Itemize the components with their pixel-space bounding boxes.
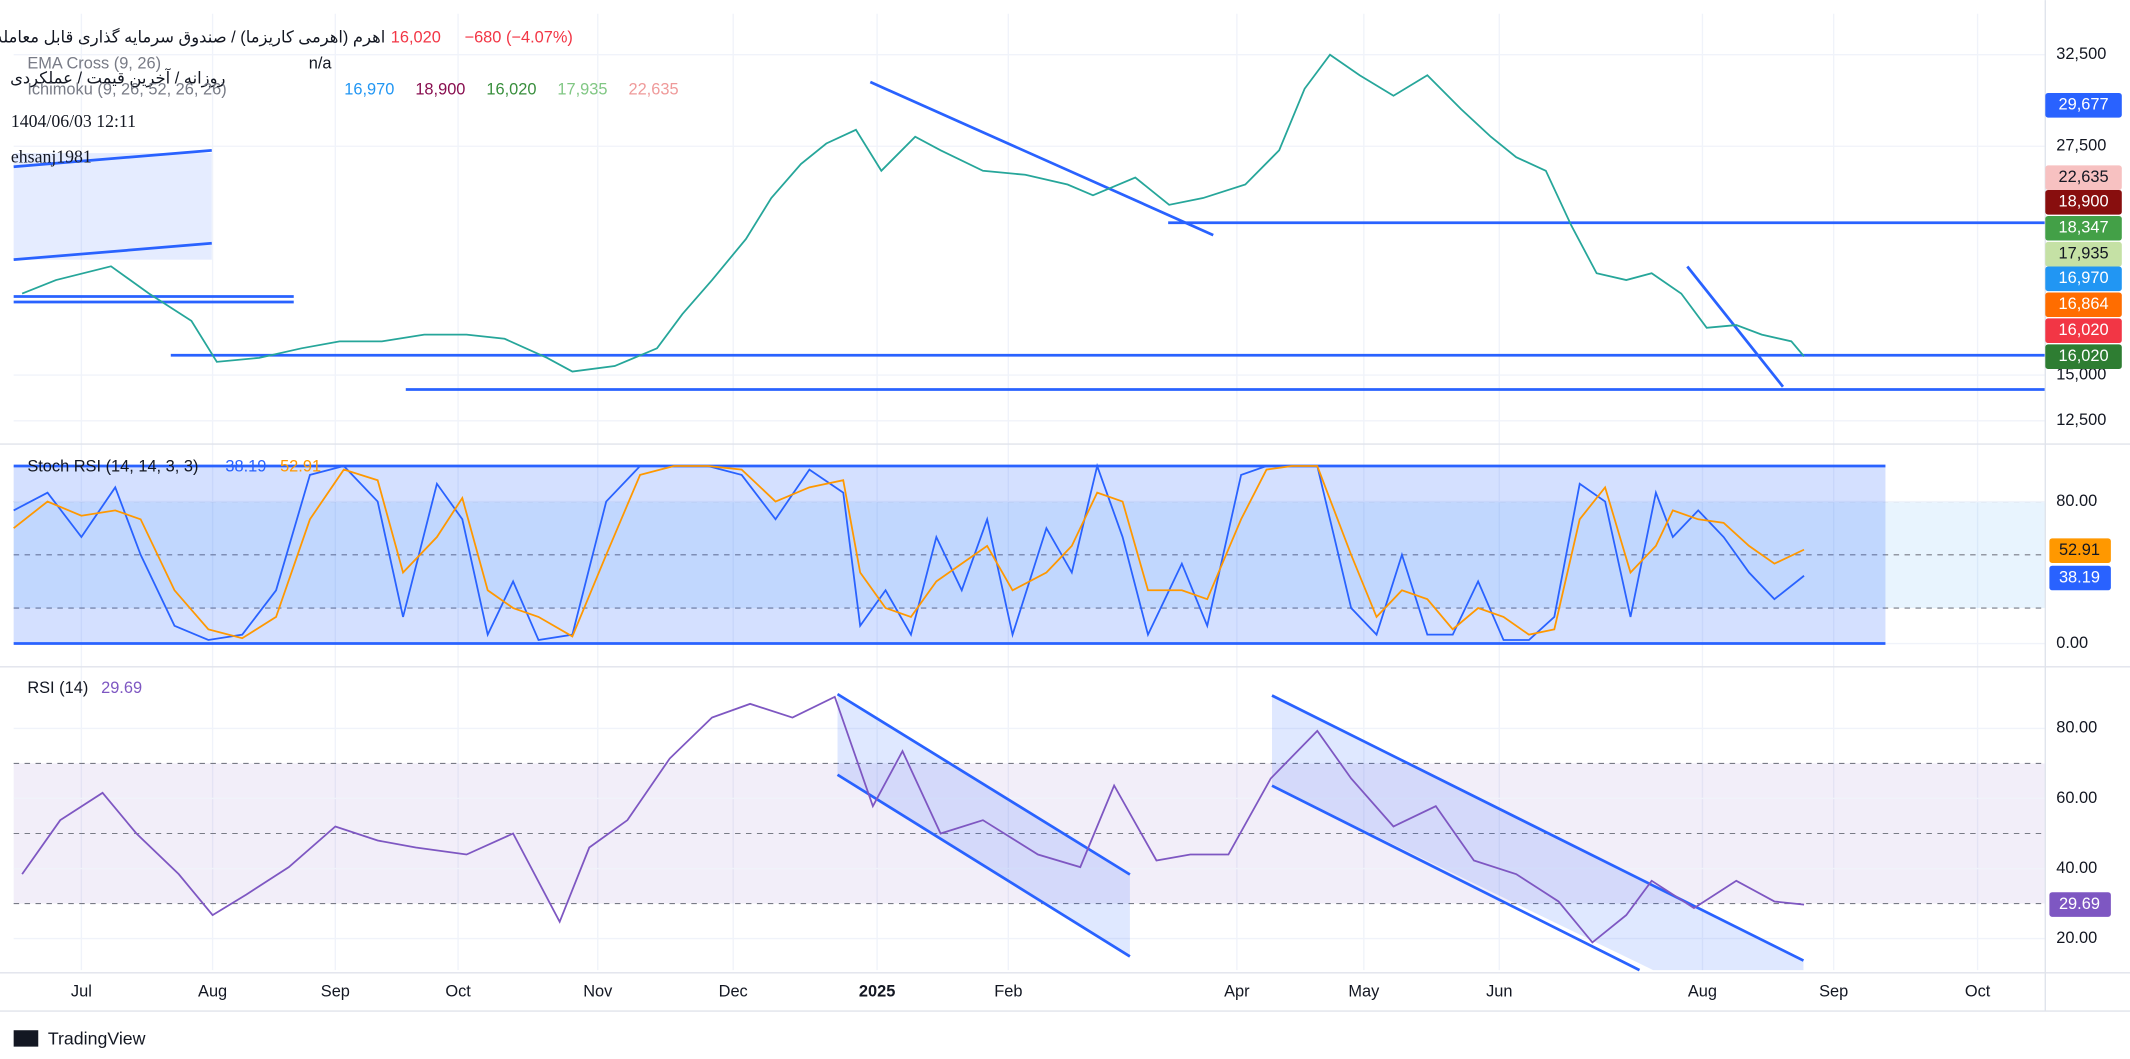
x-tick-label: Sep: [321, 982, 350, 1000]
channel-line: [836, 773, 1131, 958]
value-badge: [2049, 565, 2111, 591]
price-badge-label: 29,677: [2059, 96, 2109, 114]
value-badge: [2049, 538, 2111, 563]
pane-title: Stoch RSI (14, 14, 3, 3): [27, 458, 198, 476]
price-badge-label: 16,970: [2059, 269, 2109, 287]
channel-line: [836, 692, 1131, 876]
value-badge-label: 29.69: [2059, 895, 2100, 913]
value-badge-label: 52.91: [2059, 541, 2100, 559]
indicator-value: 38.19: [225, 458, 266, 476]
price-badge-label: 16,020: [2059, 347, 2109, 365]
indicator-value: 22,635: [628, 81, 678, 99]
trend-line: [13, 149, 212, 169]
price-badge: [2045, 165, 2122, 190]
x-tick-label: Nov: [583, 982, 613, 1000]
series-line: [13, 465, 1805, 640]
y-tick-label: 80.00: [2056, 492, 2097, 510]
trend-line: [13, 241, 212, 262]
y-tick-label: 12,500: [2056, 411, 2106, 429]
indicator-value: 17,935: [557, 81, 607, 99]
range-box: [13, 466, 1886, 644]
x-tick-label: May: [1348, 982, 1380, 1000]
datetime: 1404/06/03 12:11: [11, 111, 136, 131]
series-line: [21, 695, 1805, 944]
trend-line: [869, 80, 1214, 237]
x-tick-label: Jul: [71, 982, 92, 1000]
indicator-name: Ichimoku (9, 26, 52, 26, 26): [27, 81, 226, 99]
price-badge-label: 22,635: [2059, 168, 2109, 186]
price-badge: [2045, 241, 2122, 267]
price-badge-label: 18,900: [2059, 193, 2109, 211]
price-badge: [2045, 189, 2122, 215]
price-badge: [2045, 266, 2122, 292]
price-badge: [2045, 292, 2122, 318]
channel-line: [1271, 694, 1805, 962]
level-band: [13, 763, 2046, 904]
indicator-value: 52.91: [280, 458, 321, 476]
y-tick-label: 32,500: [2056, 45, 2106, 63]
price-badge-label: 16,020: [2059, 321, 2109, 339]
series-line: [21, 53, 1805, 373]
x-tick-label: Feb: [994, 982, 1022, 1000]
price-badge-label: 17,935: [2059, 245, 2109, 263]
marks: [13, 53, 1886, 944]
price-badge: [2045, 92, 2122, 118]
price-badge: [2045, 318, 2122, 344]
price-badge-label: 16,864: [2059, 295, 2109, 313]
value-badge: [2049, 892, 2111, 917]
indicator-value: n/a: [309, 55, 333, 73]
x-tick-label: Jun: [1486, 982, 1512, 1000]
channel: [837, 694, 1130, 957]
y-tick-label: 20.00: [2056, 929, 2097, 947]
x-tick-label: Aug: [1688, 982, 1717, 1000]
indicator-name: EMA Cross (9, 26): [27, 55, 161, 73]
y-tick-label: 80.00: [2056, 719, 2097, 737]
channel: [1271, 695, 1804, 971]
x-tick-label: Aug: [198, 982, 227, 1000]
username: ehsanj1981: [11, 147, 92, 167]
y-tick-label: 15,000: [2056, 365, 2106, 383]
symbol-title: اهرم (اهرمی کاریزما) / صندوق سرمایه گذار…: [0, 28, 385, 48]
x-tick-label: Apr: [1224, 982, 1250, 1000]
x-tick-label: Dec: [719, 982, 748, 1000]
price-change: −680 (−4.07%): [465, 29, 573, 47]
x-tick-label: 2025: [859, 982, 895, 1000]
interval: روزانه / آخرین قیمت / عملکردی: [10, 69, 225, 89]
x-tick-label: Oct: [1965, 982, 1991, 1000]
y-tick-label: 60.00: [2056, 789, 2097, 807]
value-badge-label: 38.19: [2059, 568, 2100, 586]
y-tick-label: 27,500: [2056, 137, 2106, 155]
price-badge-label: 18,347: [2059, 219, 2109, 237]
price-badge: [2045, 344, 2122, 369]
y-tick-label: 40.00: [2056, 859, 2097, 877]
price-badge: [2045, 215, 2122, 241]
y-tick-label: 0.00: [2056, 634, 2088, 652]
drawings: [13, 80, 2046, 972]
drawing-box: [13, 153, 212, 260]
x-tick-label: Oct: [445, 982, 471, 1000]
indicator-value: 29.69: [101, 679, 142, 697]
indicator-value: 16,970: [344, 81, 394, 99]
pane-title: RSI (14): [27, 679, 88, 697]
trend-line: [1686, 265, 1785, 388]
last-price: 16,020: [391, 29, 441, 47]
indicator-value: 16,020: [486, 81, 536, 99]
channel-line: [1271, 784, 1641, 972]
x-tick-label: Sep: [1819, 982, 1848, 1000]
indicator-value: 18,900: [415, 81, 465, 99]
brand-logo: [13, 1030, 39, 1047]
brand: TradingView: [48, 1028, 146, 1048]
